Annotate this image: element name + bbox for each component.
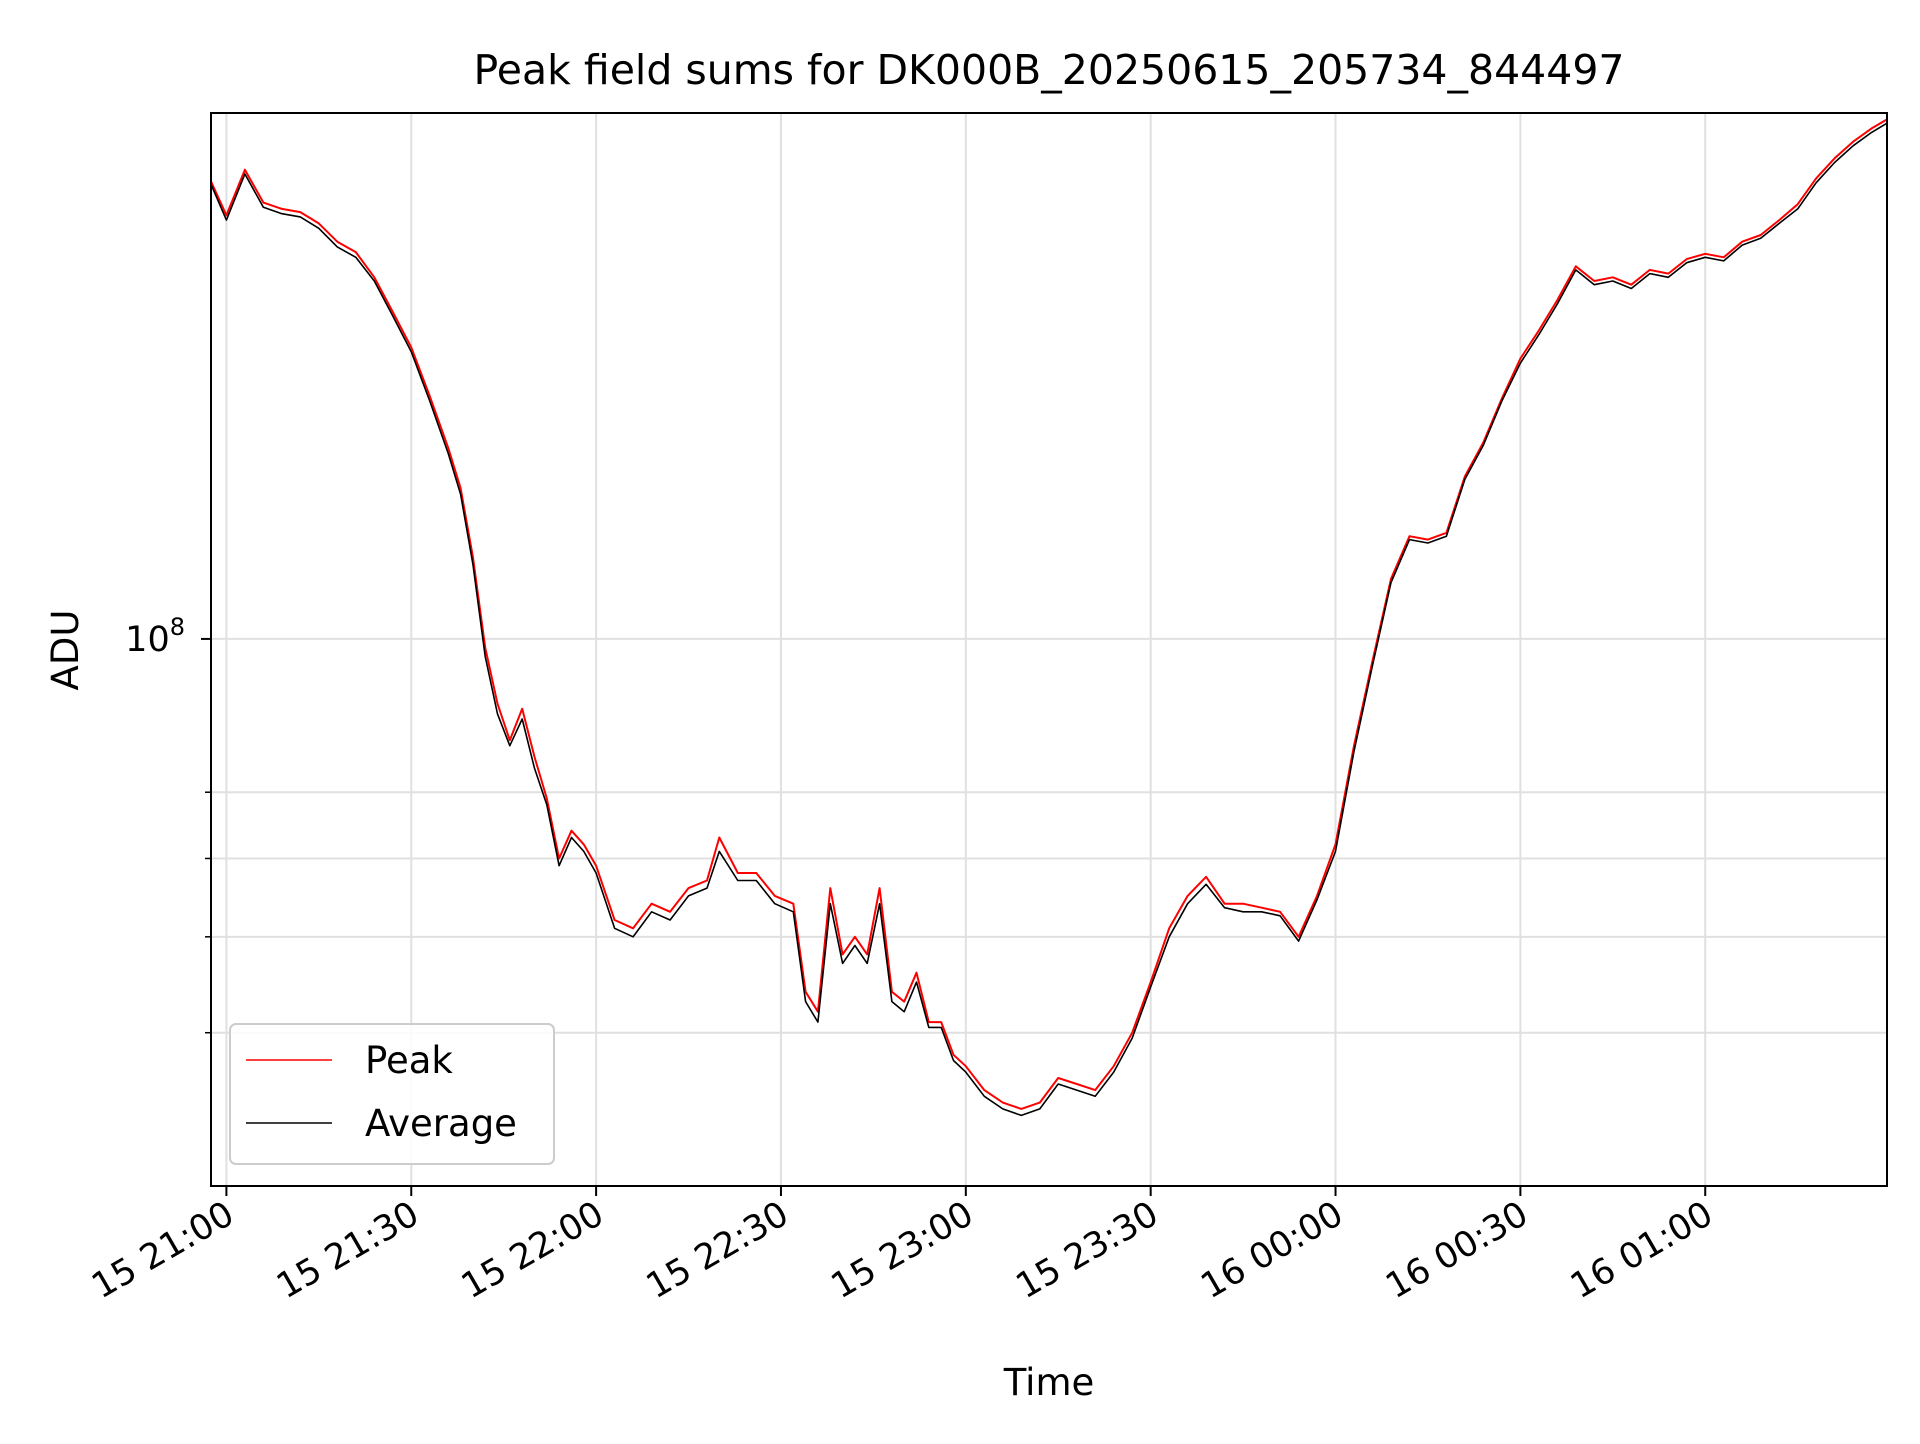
legend-label-average: Average: [365, 1102, 517, 1145]
series-line-peak: [210, 118, 1888, 1110]
y-axis-label: ADU: [44, 610, 87, 691]
grid-layer: [211, 113, 1887, 1186]
x-axis-label: Time: [1003, 1361, 1095, 1404]
series-layer: [210, 118, 1888, 1117]
legend-label-peak: Peak: [365, 1039, 453, 1082]
series-line-average: [210, 122, 1888, 1117]
y-tick-exponent: 8: [170, 613, 185, 641]
chart-title: Peak field sums for DK000B_20250615_2057…: [473, 46, 1624, 94]
legend-box: [229, 1023, 555, 1165]
legend[interactable]: Peak Average: [229, 1023, 555, 1165]
plot-frame: [210, 112, 1888, 1187]
